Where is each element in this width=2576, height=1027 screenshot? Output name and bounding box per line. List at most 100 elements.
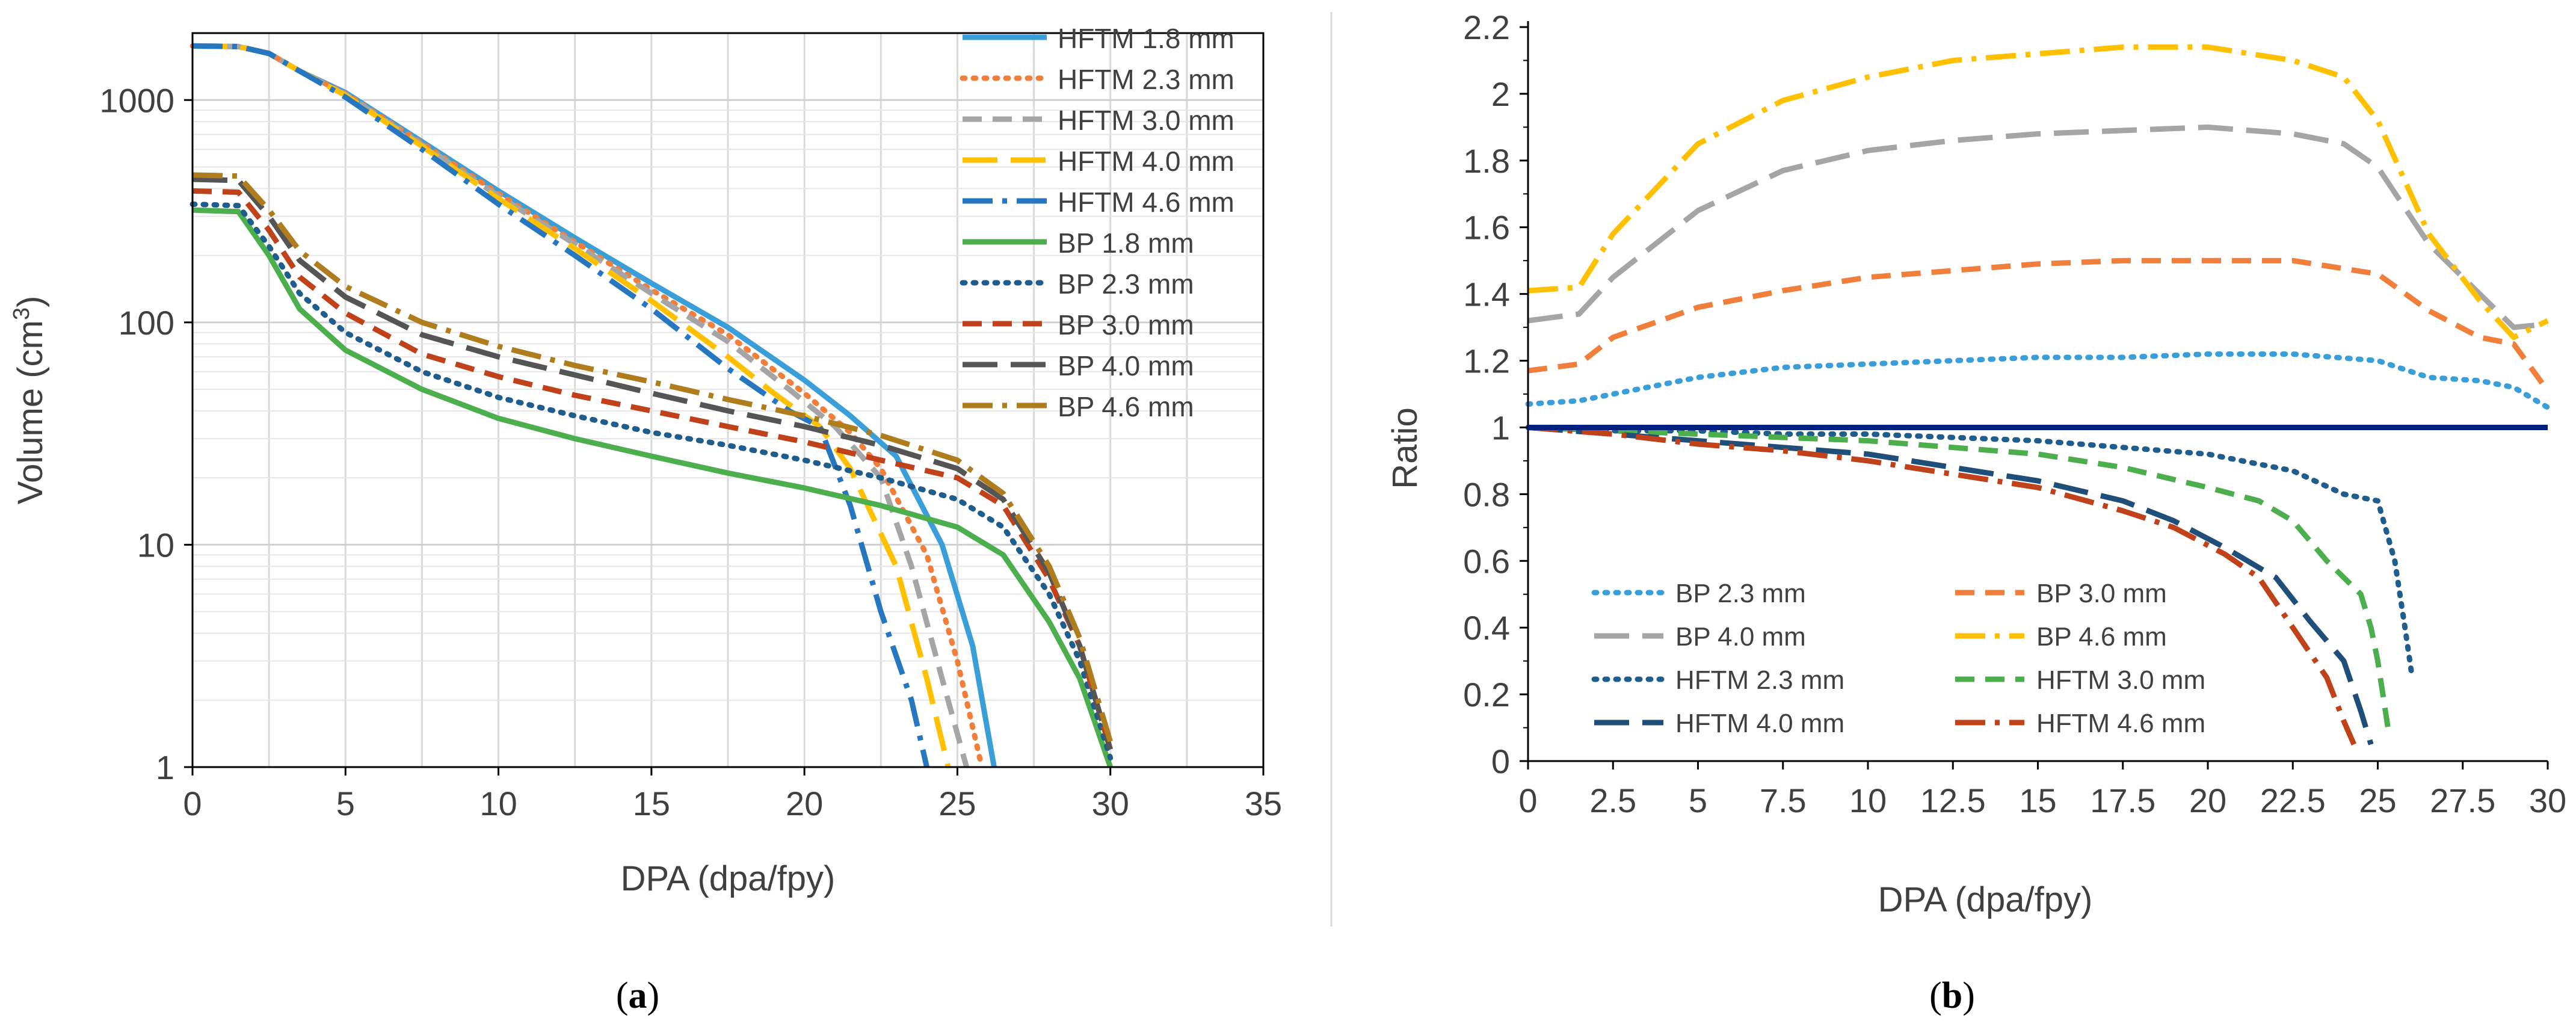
chart-b-x-tick-label: 7.5 <box>1760 782 1807 819</box>
chart-a-grid <box>191 32 1265 768</box>
chart-a-y-tick-label: 1000 <box>99 81 174 119</box>
chart-a-x-tick-label: 20 <box>786 785 823 822</box>
chart-a-plot-frame <box>191 32 1265 768</box>
chart-a-legend-label: BP 2.3 mm <box>1058 268 1194 300</box>
chart-b-x-tick-label: 30 <box>2529 782 2566 819</box>
chart-b-x-tick-label: 20 <box>2189 782 2226 819</box>
chart-a-ylabel: Volume (cm3) <box>9 296 50 505</box>
chart-b-series-bp-3-0-mm <box>1527 258 2550 393</box>
chart-b-xlabel: DPA (dpa/fpy) <box>1878 880 2093 919</box>
chart-a-y-tick-label: 1 <box>156 748 174 786</box>
chart-b-series-bp-4-0-mm <box>1527 124 2548 330</box>
caption-b-letter: b <box>1942 975 1962 1016</box>
chart-b-legend-label: BP 2.3 mm <box>1675 579 1806 608</box>
chart-a-series-hftm-4-6-mm <box>192 43 929 768</box>
chart-b-ylabel: Ratio <box>1385 407 1425 489</box>
chart-b-legend-label: BP 4.6 mm <box>2036 622 2167 652</box>
chart-a-x-ticks: 0 5 10 15 20 25 30 35 <box>183 767 1282 822</box>
chart-b: 0 0.2 0.4 0.6 0.8 1 1.2 1.4 1.6 1.8 2 2.2 0 2.5 5 7.5 1… <box>1385 8 2566 919</box>
chart-b-x-tick-label: 22.5 <box>2260 782 2326 819</box>
chart-a-legend-label: BP 1.8 mm <box>1058 227 1194 259</box>
chart-b-x-tick-label: 10 <box>1849 782 1887 819</box>
chart-b-x-tick-label: 25 <box>2359 782 2396 819</box>
chart-a-series-bp-4-6-mm <box>192 172 1114 743</box>
chart-a-lines <box>190 43 1114 770</box>
chart-b-y-tick-label: 0.2 <box>1463 676 1510 714</box>
chart-a-x-tick-label: 25 <box>938 785 976 822</box>
chart-a-x-tick-label: 35 <box>1245 785 1282 822</box>
chart-b-y-tick-label: 1.8 <box>1463 142 1510 180</box>
chart-b-legend-label: BP 3.0 mm <box>2036 579 2167 608</box>
chart-a-legend-label: HFTM 3.0 mm <box>1058 105 1234 136</box>
chart-b-y-tick-label: 2.2 <box>1463 8 1510 46</box>
chart-a-series-hftm-1-8-mm <box>192 43 997 768</box>
chart-b-y-tick-label: 0.4 <box>1463 609 1510 647</box>
chart-b-series-bp-2-3-mm <box>1525 351 2551 410</box>
chart-a-x-tick-label: 10 <box>479 785 517 822</box>
chart-b-legend-label: BP 4.0 mm <box>1675 622 1806 652</box>
chart-b-series-bp-4-6-mm <box>1527 44 2549 341</box>
chart-a-legend-label: HFTM 4.0 mm <box>1058 146 1234 177</box>
chart-b-legend: BP 2.3 mm BP 3.0 mm BP 4.0 mm BP 4.6 mm HFTM… <box>1591 579 2205 738</box>
chart-b-x-tick-label: 17.5 <box>2090 782 2155 819</box>
chart-a-legend-label: HFTM 2.3 mm <box>1058 64 1234 95</box>
chart-a-x-tick-label: 30 <box>1092 785 1129 822</box>
chart-b-y-tick-label: 1 <box>1491 409 1510 446</box>
chart-a-legend-label: BP 4.0 mm <box>1058 350 1194 381</box>
caption-a: (a) <box>616 975 659 1016</box>
chart-a-series-hftm-4-0-mm <box>192 43 951 768</box>
chart-b-legend-label: HFTM 2.3 mm <box>1675 665 1844 695</box>
chart-a-y-tick-label: 10 <box>137 526 174 564</box>
chart-a-series-bp-1-8-mm <box>192 207 1113 768</box>
chart-a-ylabel-text: Volume (cm <box>11 320 50 504</box>
chart-a-legend-label: HFTM 1.8 mm <box>1058 23 1234 54</box>
chart-a-series-hftm-3-0-mm <box>192 43 970 768</box>
chart-a-series-bp-3-0-mm <box>192 188 1114 750</box>
caption-b: (b) <box>1929 975 1975 1016</box>
chart-a-ylabel-close: ) <box>11 296 50 307</box>
chart-b-series-hftm-2-3-mm <box>1525 425 2415 677</box>
chart-a-y-tick-label: 100 <box>119 304 174 342</box>
chart-b-y-tick-label: 1.2 <box>1463 342 1510 380</box>
chart-b-y-tick-label: 0.8 <box>1463 475 1510 513</box>
chart-b-y-tick-label: 2 <box>1491 75 1510 113</box>
chart-b-x-ticks: 0 2.5 5 7.5 10 12.5 15 17.5 20 22.5 25 27.5 30 <box>1518 761 2566 819</box>
chart-b-y-tick-label: 0 <box>1491 742 1510 780</box>
caption-b-open: ( <box>1929 975 1942 1016</box>
chart-a-y-ticks: 1 10 100 1000 <box>99 81 193 786</box>
chart-a-xlabel: DPA (dpa/fpy) <box>621 859 836 898</box>
chart-a-series-hftm-2-3-mm <box>190 43 985 770</box>
chart-b-legend-label: HFTM 4.6 mm <box>2036 709 2205 738</box>
caption-a-open: ( <box>616 975 629 1016</box>
chart-b-x-tick-label: 27.5 <box>2430 782 2495 819</box>
caption-b-close: ) <box>1962 975 1975 1016</box>
chart-b-series-hftm-3-0-mm <box>1527 425 2391 729</box>
caption-a-letter: a <box>629 975 647 1016</box>
chart-b-x-tick-label: 15 <box>2019 782 2056 819</box>
chart-a-legend: HFTM 1.8 mm HFTM 2.3 mm HFTM 3.0 mm HFTM 4.… <box>960 23 1234 422</box>
chart-b-legend-label: HFTM 3.0 mm <box>2036 665 2205 695</box>
chart-a-legend-label: BP 3.0 mm <box>1058 309 1194 341</box>
chart-b-x-tick-label: 12.5 <box>1920 782 1986 819</box>
chart-a-x-tick-label: 15 <box>633 785 670 822</box>
chart-b-legend-label: HFTM 4.0 mm <box>1675 709 1844 738</box>
chart-b-y-tick-label: 1.6 <box>1463 209 1510 247</box>
caption-a-close: ) <box>647 975 660 1016</box>
chart-b-x-tick-label: 2.5 <box>1589 782 1636 819</box>
chart-b-y-tick-label: 1.4 <box>1463 276 1510 313</box>
chart-a-ylabel-sup: 3 <box>9 307 34 320</box>
chart-b-series-hftm-4-6-mm <box>1527 425 2357 746</box>
chart-b-series-hftm-4-0-mm <box>1527 425 2374 745</box>
chart-a-series-bp-2-3-mm <box>190 201 1114 761</box>
chart-a-x-tick-label: 5 <box>336 785 355 822</box>
chart-a-x-tick-label: 0 <box>183 785 202 822</box>
chart-b-y-tick-label: 0.6 <box>1463 542 1510 580</box>
chart-b-x-tick-label: 0 <box>1518 782 1537 819</box>
chart-a-legend-label: HFTM 4.6 mm <box>1058 187 1234 218</box>
chart-b-lines <box>1525 44 2551 746</box>
chart-b-x-tick-label: 5 <box>1689 782 1707 819</box>
chart-a-legend-label: BP 4.6 mm <box>1058 391 1194 422</box>
